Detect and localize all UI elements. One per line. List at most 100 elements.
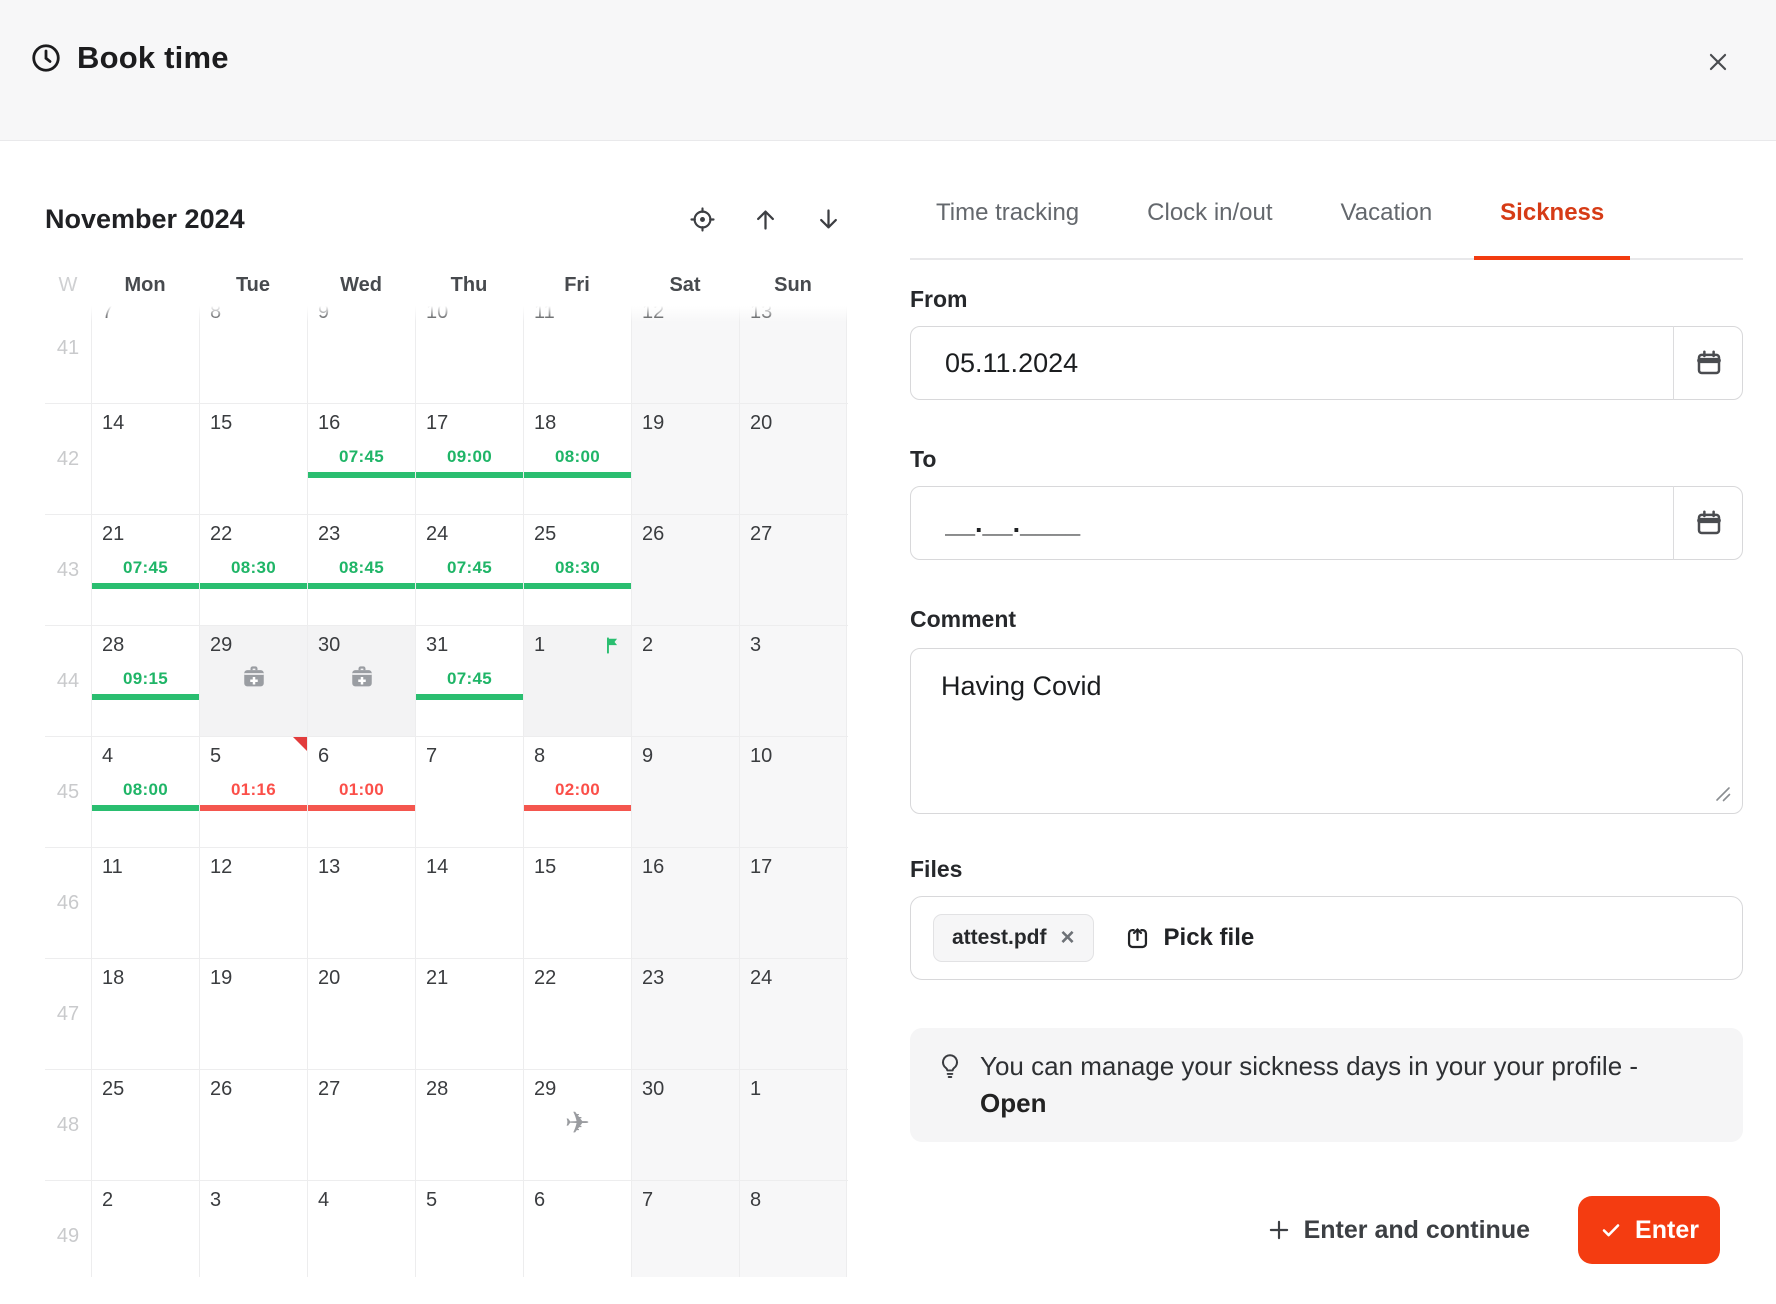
- to-date-input[interactable]: [910, 486, 1743, 560]
- week-column-header: W: [58, 274, 78, 296]
- close-icon[interactable]: [1700, 44, 1736, 80]
- calendar-day-cell[interactable]: 5: [415, 1181, 523, 1277]
- calendar-day-cell[interactable]: 20: [739, 404, 847, 514]
- calendar-day-cell[interactable]: 30: [307, 626, 415, 736]
- calendar-day-cell[interactable]: 8 02:00: [523, 737, 631, 847]
- calendar-day-cell[interactable]: 21: [415, 959, 523, 1069]
- calendar-day-cell[interactable]: 8: [199, 306, 307, 403]
- calendar-day-cell[interactable]: 6 01:00: [307, 737, 415, 847]
- calendar-day-cell[interactable]: 18: [91, 959, 199, 1069]
- calendar-day-cell[interactable]: 15: [199, 404, 307, 514]
- comment-textarea[interactable]: Having Covid: [910, 648, 1743, 814]
- calendar-day-cell[interactable]: 23 08:45: [307, 515, 415, 625]
- calendar-day-cell[interactable]: 24 07:45: [415, 515, 523, 625]
- calendar-day-cell[interactable]: 1: [523, 626, 631, 736]
- calendar-day-cell[interactable]: 22: [523, 959, 631, 1069]
- calendar-day-cell[interactable]: 10: [415, 306, 523, 403]
- day-time-value: 01:00: [339, 780, 384, 799]
- calendar-day-cell[interactable]: 25: [91, 1070, 199, 1180]
- tab-clock-in-out[interactable]: Clock in/out: [1147, 199, 1273, 226]
- calendar-icon[interactable]: [1673, 326, 1743, 400]
- calendar-day-cell[interactable]: 4 08:00: [91, 737, 199, 847]
- file-chip[interactable]: attest.pdf ×: [933, 914, 1094, 962]
- calendar-day-cell[interactable]: 19: [631, 404, 739, 514]
- calendar-day-cell[interactable]: 7: [631, 1181, 739, 1277]
- day-number: 12: [210, 856, 233, 878]
- calendar-day-cell[interactable]: 25 08:30: [523, 515, 631, 625]
- day-number: 30: [642, 1078, 665, 1100]
- calendar-day-cell[interactable]: 28 09:15: [91, 626, 199, 736]
- arrow-down-icon[interactable]: [815, 206, 842, 233]
- calendar-day-cell[interactable]: 29: [199, 626, 307, 736]
- calendar-day-cell[interactable]: 30: [631, 1070, 739, 1180]
- calendar-day-cell[interactable]: 15: [523, 848, 631, 958]
- locate-icon[interactable]: [689, 206, 716, 233]
- day-number: 18: [102, 967, 125, 989]
- arrow-up-icon[interactable]: [752, 206, 779, 233]
- remove-file-icon[interactable]: ×: [1060, 924, 1075, 951]
- calendar-day-cell[interactable]: 14: [415, 848, 523, 958]
- day-number: 29: [534, 1078, 557, 1100]
- info-open-link[interactable]: Open: [980, 1088, 1047, 1118]
- calendar-day-cell[interactable]: 27: [307, 1070, 415, 1180]
- calendar-day-cell[interactable]: 7: [415, 737, 523, 847]
- calendar-day-cell[interactable]: 3: [199, 1181, 307, 1277]
- calendar-day-cell[interactable]: 14: [91, 404, 199, 514]
- calendar-day-cell[interactable]: 1: [739, 1070, 847, 1180]
- calendar-day-cell[interactable]: 24: [739, 959, 847, 1069]
- calendar-day-cell[interactable]: 26: [199, 1070, 307, 1180]
- day-number: 6: [534, 1189, 546, 1211]
- calendar-day-cell[interactable]: 12: [199, 848, 307, 958]
- calendar-icon[interactable]: [1673, 486, 1743, 560]
- calendar-day-cell[interactable]: 4: [307, 1181, 415, 1277]
- calendar-day-cell[interactable]: 11: [523, 306, 631, 403]
- day-number: 9: [642, 745, 654, 767]
- enter-button[interactable]: Enter: [1578, 1196, 1720, 1264]
- calendar-day-cell[interactable]: 5 01:16: [199, 737, 307, 847]
- calendar-day-cell[interactable]: 28: [415, 1070, 523, 1180]
- calendar-day-cell[interactable]: 17: [739, 848, 847, 958]
- calendar-day-cell[interactable]: 26: [631, 515, 739, 625]
- calendar-day-cell[interactable]: 27: [739, 515, 847, 625]
- calendar-day-cell[interactable]: 13: [739, 306, 847, 403]
- calendar-day-cell[interactable]: 9: [307, 306, 415, 403]
- calendar-day-cell[interactable]: 8: [739, 1181, 847, 1277]
- calendar-day-cell[interactable]: 31 07:45: [415, 626, 523, 736]
- calendar-day-cell[interactable]: 7: [91, 306, 199, 403]
- calendar-day-cell[interactable]: 22 08:30: [199, 515, 307, 625]
- day-number: 15: [534, 856, 557, 878]
- calendar-day-cell[interactable]: 9: [631, 737, 739, 847]
- calendar-day-cell[interactable]: 2: [631, 626, 739, 736]
- enter-and-continue-button[interactable]: Enter and continue: [1266, 1216, 1530, 1245]
- calendar-day-cell[interactable]: 23: [631, 959, 739, 1069]
- calendar-day-cell[interactable]: 12: [631, 306, 739, 403]
- calendar-day-cell[interactable]: 19: [199, 959, 307, 1069]
- day-time-value: 08:00: [123, 780, 168, 799]
- tab-time-tracking[interactable]: Time tracking: [936, 199, 1080, 226]
- calendar-day-cell[interactable]: 6: [523, 1181, 631, 1277]
- day-number: 21: [102, 523, 125, 545]
- tab-vacation[interactable]: Vacation: [1340, 199, 1433, 226]
- tab-sickness[interactable]: Sickness: [1474, 170, 1631, 260]
- calendar-day-cell[interactable]: 20: [307, 959, 415, 1069]
- calendar-day-cell[interactable]: 16 07:45: [307, 404, 415, 514]
- resize-handle-icon[interactable]: [1713, 784, 1731, 802]
- calendar-day-cell[interactable]: 29 ✈: [523, 1070, 631, 1180]
- calendar-day-cell[interactable]: 21 07:45: [91, 515, 199, 625]
- calendar-day-cell[interactable]: 2: [91, 1181, 199, 1277]
- day-number: 18: [534, 412, 557, 434]
- calendar-day-cell[interactable]: 17 09:00: [415, 404, 523, 514]
- calendar-day-cell[interactable]: 11: [91, 848, 199, 958]
- calendar-day-cell[interactable]: 18 08:00: [523, 404, 631, 514]
- day-number: 10: [750, 745, 773, 767]
- day-number: 27: [750, 523, 773, 545]
- calendar-day-cell[interactable]: 10: [739, 737, 847, 847]
- day-number: 20: [318, 967, 341, 989]
- pick-file-button[interactable]: Pick file: [1124, 924, 1254, 952]
- calendar-day-cell[interactable]: 13: [307, 848, 415, 958]
- calendar-day-cell[interactable]: 3: [739, 626, 847, 736]
- calendar-day-cell[interactable]: 16: [631, 848, 739, 958]
- week-number: 47: [56, 1002, 80, 1025]
- from-date-input[interactable]: [910, 326, 1743, 400]
